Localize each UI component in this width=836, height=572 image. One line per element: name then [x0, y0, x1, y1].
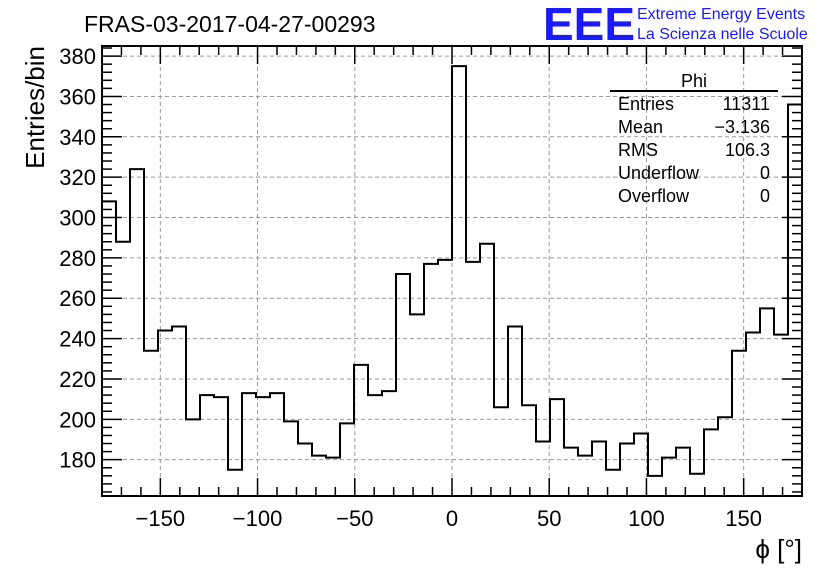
y-tick-label: 320: [59, 165, 96, 190]
minor-ticks: [102, 46, 802, 496]
x-tick-label: 50: [537, 506, 561, 531]
stats-label: RMS: [618, 140, 658, 160]
stats-value: 0: [760, 163, 770, 183]
run-title: FRAS-03-2017-04-27-00293: [84, 11, 376, 37]
y-tick-label: 200: [59, 407, 96, 432]
y-tick-labels: 180 200 220 240 260 280 300 320 340 360 380: [59, 44, 96, 473]
stats-value: −3.136: [714, 117, 770, 137]
stats-value: 11311: [723, 94, 770, 114]
y-tick-label: 340: [59, 125, 96, 150]
stats-label: Mean: [618, 117, 663, 137]
y-tick-label: 240: [59, 327, 96, 352]
stats-label: Entries: [618, 94, 674, 114]
stats-label: Underflow: [618, 163, 700, 183]
stats-title: Phi: [681, 71, 707, 91]
y-tick-label: 180: [59, 448, 96, 473]
y-tick-label: 220: [59, 367, 96, 392]
logo-line-1: Extreme Energy Events: [637, 6, 805, 23]
x-tick-label: 100: [628, 506, 665, 531]
x-tick-label: 150: [725, 506, 762, 531]
logo-line-2: La Scienza nelle Scuole: [637, 26, 808, 43]
y-tick-label: 360: [59, 84, 96, 109]
eee-logo: EEE Extreme Energy Events La Scienza nel…: [543, 0, 808, 50]
x-tick-label: −150: [136, 506, 186, 531]
x-tick-label: 0: [446, 506, 458, 531]
stats-value: 106.3: [725, 140, 770, 160]
x-axis-title: ϕ [°]: [755, 534, 802, 564]
y-axis-title: Entries/bin: [20, 46, 50, 169]
y-tick-label: 300: [59, 206, 96, 231]
x-tick-labels: −150 −100 −50 0 50 100 150: [136, 506, 762, 531]
stats-value: 0: [760, 186, 770, 206]
x-tick-label: −50: [336, 506, 373, 531]
stats-label: Overflow: [618, 186, 690, 206]
y-tick-label: 260: [59, 286, 96, 311]
histogram-outline: [102, 65, 802, 477]
x-tick-label: −100: [233, 506, 283, 531]
y-tick-label: 380: [59, 44, 96, 69]
eee-logo-mark: EEE: [543, 0, 635, 50]
stats-rows: Entries 11311 Mean −3.136 RMS 106.3 Underflow 0…: [618, 94, 770, 206]
plot-frame: [101, 45, 803, 497]
stats-box: Phi Entries 11311 Mean −3.136 RMS 106.3 Underf…: [610, 71, 778, 206]
y-tick-label: 280: [59, 246, 96, 271]
